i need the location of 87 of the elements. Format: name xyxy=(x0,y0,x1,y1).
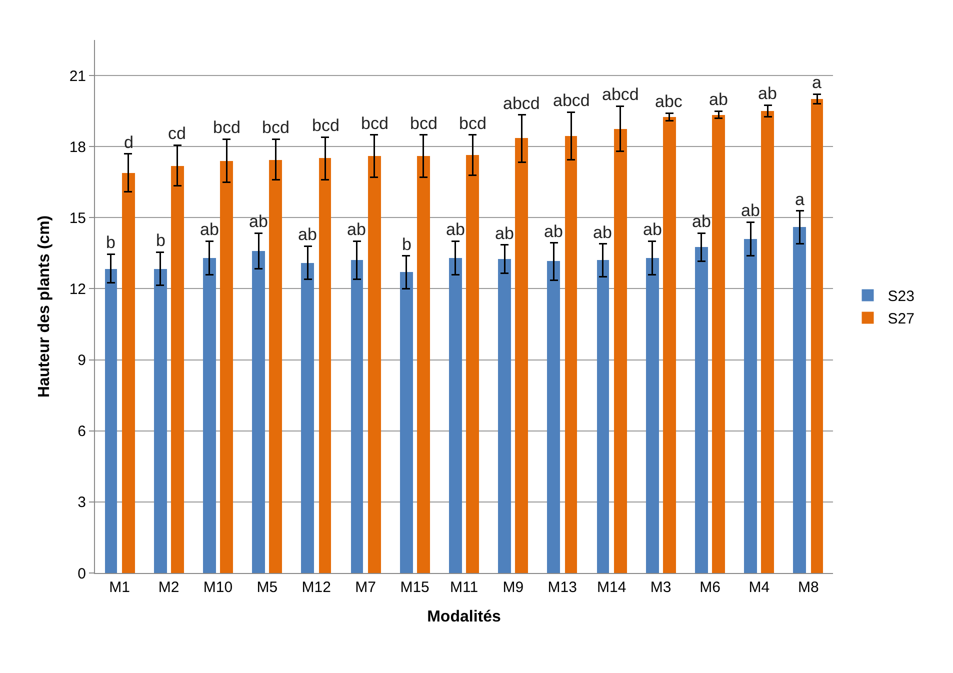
bar xyxy=(547,261,560,573)
annotation: ab xyxy=(347,220,366,239)
x-axis-title: Modalités xyxy=(427,608,501,626)
x-tick-label: M15 xyxy=(400,579,430,596)
bar xyxy=(565,136,577,573)
bar xyxy=(695,247,708,573)
x-tick-label: M7 xyxy=(355,579,376,596)
y-axis-title: Hauteur des plants (cm) xyxy=(36,215,54,398)
x-tick-label: M6 xyxy=(700,579,720,596)
x-tick-label: M2 xyxy=(158,579,180,596)
bar xyxy=(351,260,363,573)
y-tick-label: 6 xyxy=(78,423,86,440)
annotation: ab xyxy=(249,212,268,231)
y-tick-label: 12 xyxy=(69,280,86,298)
annotation: bcd xyxy=(410,114,438,133)
bar xyxy=(712,115,725,573)
annotation: b xyxy=(402,235,412,254)
annotation: cd xyxy=(168,124,186,143)
y-tick-label: 15 xyxy=(69,210,86,227)
annotation: bcd xyxy=(459,114,486,133)
annotation: ab xyxy=(758,84,777,103)
bar xyxy=(466,155,479,573)
annotation: ab xyxy=(709,90,728,109)
annotation: ab xyxy=(298,225,317,244)
x-tick-label: M11 xyxy=(450,579,478,596)
bar xyxy=(646,258,659,573)
x-tick-label: M10 xyxy=(203,579,233,596)
legend-label: S23 xyxy=(888,288,914,306)
annotation: ab xyxy=(446,220,465,239)
annotation: abcd xyxy=(553,91,590,110)
y-tick-label: 18 xyxy=(69,138,86,156)
x-tick-label: M13 xyxy=(548,579,577,596)
annotation: ab xyxy=(495,224,514,243)
x-tick-label: M4 xyxy=(748,579,770,596)
bar xyxy=(498,259,511,573)
annotation: ab xyxy=(741,201,760,220)
bar xyxy=(449,258,462,573)
bar xyxy=(811,99,823,573)
bar xyxy=(203,258,216,573)
y-tick-label: 3 xyxy=(78,494,86,512)
x-tick-label: M5 xyxy=(256,579,278,596)
x-tick-label: M1 xyxy=(109,579,130,596)
annotation: abcd xyxy=(503,94,540,113)
annotation: bcd xyxy=(312,116,340,135)
bar xyxy=(793,227,806,573)
annotation: b xyxy=(156,231,166,250)
annotation: bcd xyxy=(213,118,240,137)
annotation: a xyxy=(795,190,805,209)
annotation: bcd xyxy=(262,118,290,137)
bar xyxy=(252,251,265,573)
annotation: ab xyxy=(643,220,662,239)
bar xyxy=(417,156,430,573)
x-tick-label: M14 xyxy=(597,579,626,596)
bar xyxy=(663,117,676,573)
bar xyxy=(154,269,167,573)
bar xyxy=(744,239,757,573)
bar xyxy=(319,158,331,573)
bar xyxy=(614,129,627,573)
annotation: ab xyxy=(593,223,612,242)
bar xyxy=(400,272,413,573)
bar xyxy=(368,156,381,573)
annotation: ab xyxy=(692,212,711,231)
bar xyxy=(220,161,233,573)
legend-label: S27 xyxy=(888,310,914,328)
annotation: b xyxy=(106,233,116,252)
bar xyxy=(597,260,609,573)
annotation: ab xyxy=(200,220,219,239)
bar xyxy=(122,173,135,573)
y-tick-label: 21 xyxy=(69,68,86,85)
bar xyxy=(269,160,282,573)
annotation: ab xyxy=(544,222,563,241)
x-tick-label: M8 xyxy=(798,579,819,596)
annotation: bcd xyxy=(361,114,388,133)
x-tick-label: M9 xyxy=(502,579,524,596)
annotation: abc xyxy=(655,92,683,111)
bar xyxy=(171,166,184,573)
y-tick-label: 0 xyxy=(78,565,86,582)
annotation: abcd xyxy=(602,85,639,104)
bar xyxy=(301,263,314,573)
x-tick-label: M3 xyxy=(650,579,672,596)
y-tick-label: 9 xyxy=(78,352,86,370)
bar xyxy=(515,138,528,573)
annotation: d xyxy=(124,133,134,152)
bar xyxy=(761,111,774,573)
x-tick-label: M12 xyxy=(302,579,331,596)
bar xyxy=(105,269,117,573)
annotation: a xyxy=(812,73,822,92)
